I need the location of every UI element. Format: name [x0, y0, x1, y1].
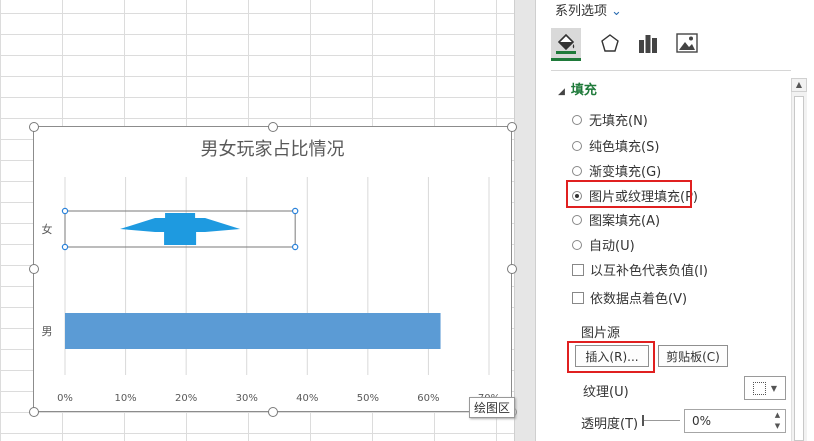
- bar-selection-box: [64, 210, 296, 248]
- chart-resize-handle-top-right[interactable]: [507, 122, 517, 132]
- option-automatic[interactable]: 自动(U): [572, 235, 635, 254]
- bar: [65, 313, 441, 349]
- bar-selection-handle: [291, 243, 299, 251]
- option-picture-fill[interactable]: 图片或纹理填充(P): [572, 186, 698, 205]
- y-category-label: 男: [42, 325, 53, 338]
- y-category-label: 女: [42, 222, 53, 236]
- bar-selection-handle: [291, 207, 299, 215]
- option-gradient-fill[interactable]: 渐变填充(G): [572, 161, 661, 180]
- chart-resize-handle-top-left[interactable]: [29, 122, 39, 132]
- bar-chart-icon: [639, 35, 657, 53]
- option-invert-negative[interactable]: 以互补色代表负值(I): [572, 260, 708, 279]
- transparency-label: 透明度(T): [581, 417, 639, 432]
- option-solid-fill[interactable]: 纯色填充(S): [572, 136, 659, 155]
- plot-area-tooltip: 绘图区: [469, 397, 516, 418]
- scrollbar-thumb[interactable]: [794, 96, 804, 441]
- picture-fill-highlight: [566, 180, 692, 208]
- chart-title[interactable]: 男女玩家占比情况: [200, 139, 345, 160]
- pane-divider: [551, 70, 791, 71]
- insert-picture-button[interactable]: 插入(R)...: [575, 345, 649, 367]
- automatic-label: 自动(U): [589, 239, 635, 254]
- gradient-fill-radio[interactable]: [572, 165, 582, 176]
- picture-fill-shape: [165, 213, 196, 219]
- tab-series-options[interactable]: [633, 28, 663, 58]
- clipboard-button[interactable]: 剪贴板(C): [658, 345, 728, 367]
- solid-fill-radio[interactable]: [572, 140, 582, 151]
- fill-section-header[interactable]: ◢ 填充: [558, 79, 597, 98]
- tab-effects[interactable]: [595, 28, 625, 58]
- collapse-triangle-icon: ◢: [558, 87, 565, 97]
- series-options-dropdown[interactable]: 系列选项 ⌄: [555, 0, 622, 19]
- x-tick-label: 0%: [57, 393, 73, 404]
- texture-label: 纹理(U): [583, 385, 629, 400]
- invert-negative-checkbox[interactable]: [572, 263, 584, 276]
- format-data-series-pane: [536, 0, 814, 441]
- texture-swatch: [752, 381, 766, 395]
- bar-selection-handle: [61, 207, 69, 215]
- x-tick-label: 60%: [417, 393, 439, 404]
- picture-fill-shape: [164, 231, 197, 245]
- picture-fill-label: 图片或纹理填充(P): [589, 190, 698, 205]
- chart-resize-handle-left[interactable]: [29, 264, 39, 274]
- chart-resize-handle-top[interactable]: [268, 122, 278, 132]
- x-tick-label: 30%: [236, 393, 258, 404]
- chevron-down-icon: ⌄: [611, 4, 622, 19]
- gradient-fill-label: 渐变填充(G): [589, 165, 662, 180]
- pattern-fill-radio[interactable]: [572, 214, 582, 225]
- vary-colors-checkbox[interactable]: [572, 291, 584, 304]
- picture-icon: [676, 33, 698, 53]
- x-tick-label: 20%: [175, 393, 197, 404]
- no-fill-label: 无填充(N): [589, 114, 648, 129]
- texture-picker[interactable]: ▼: [744, 376, 786, 400]
- option-no-fill[interactable]: 无填充(N): [572, 110, 648, 129]
- solid-fill-label: 纯色填充(S): [589, 140, 660, 155]
- transparency-input[interactable]: 0%: [684, 409, 786, 433]
- option-vary-colors[interactable]: 依数据点着色(V): [572, 288, 687, 307]
- transparency-spinner[interactable]: ▲ ▼: [774, 411, 781, 430]
- x-tick-label: 50%: [357, 393, 379, 404]
- chevron-down-icon: ▼: [770, 383, 778, 393]
- automatic-radio[interactable]: [572, 239, 582, 250]
- transparency-slider[interactable]: [642, 420, 680, 421]
- bar-selection-handle: [61, 243, 69, 251]
- invert-negative-label: 以互补色代表负值(I): [590, 264, 708, 279]
- fill-section-label: 填充: [570, 83, 597, 98]
- tab-fill-line[interactable]: [551, 28, 581, 61]
- picture-fill-shape: [120, 218, 241, 232]
- plot-area[interactable]: 0%10%20%30%40%50%60%70%女男: [34, 127, 513, 413]
- tab-picture[interactable]: [672, 28, 702, 58]
- picture-source-label: 图片源: [581, 326, 621, 341]
- insert-button-highlight: [567, 341, 655, 373]
- vary-colors-label: 依数据点着色(V): [590, 292, 688, 307]
- scroll-up-arrow-icon[interactable]: ▲: [791, 78, 807, 92]
- x-tick-label: 10%: [114, 393, 136, 404]
- chart-resize-handle-bottom-left[interactable]: [29, 407, 39, 417]
- series-options-label: 系列选项: [555, 4, 608, 19]
- no-fill-radio[interactable]: [572, 114, 582, 125]
- pattern-fill-label: 图案填充(A): [589, 214, 661, 229]
- picture-fill-radio[interactable]: [572, 190, 582, 201]
- pentagon-icon: [601, 34, 619, 52]
- chart-object[interactable]: 男女玩家占比情况 0%10%20%30%40%50%60%70%女男: [33, 126, 512, 412]
- option-pattern-fill[interactable]: 图案填充(A): [572, 210, 660, 229]
- x-tick-label: 40%: [296, 393, 318, 404]
- chart-resize-handle-right[interactable]: [507, 264, 517, 274]
- paint-bucket-icon: [556, 33, 576, 54]
- transparency-slider-knob[interactable]: [642, 415, 644, 426]
- chart-resize-handle-bottom[interactable]: [268, 407, 278, 417]
- sheet-edge-scroll-area: [514, 0, 536, 441]
